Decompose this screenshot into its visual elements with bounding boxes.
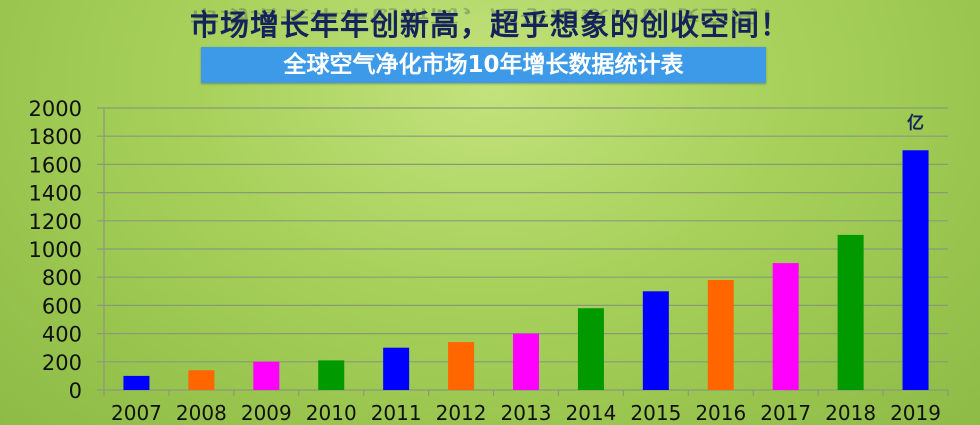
bar-2007 bbox=[123, 375, 150, 390]
x-tick-label: 2012 bbox=[436, 401, 487, 425]
x-tick-label: 2011 bbox=[371, 401, 422, 425]
bar-2018 bbox=[837, 234, 864, 390]
x-tick-label: 2018 bbox=[825, 401, 876, 425]
bar-2017 bbox=[772, 263, 799, 390]
x-tick-label: 2019 bbox=[890, 401, 941, 425]
bar-2008 bbox=[188, 370, 215, 390]
y-tick-label: 600 bbox=[42, 294, 82, 318]
bar-2015 bbox=[642, 291, 669, 390]
bar-2012 bbox=[448, 342, 475, 390]
x-tick-label: 2008 bbox=[176, 401, 227, 425]
x-tick-label: 2017 bbox=[760, 401, 811, 425]
bar-2014 bbox=[577, 308, 604, 390]
y-tick-label: 1600 bbox=[29, 153, 82, 177]
y-tick-label: 800 bbox=[42, 266, 82, 290]
y-tick-label: 1800 bbox=[29, 125, 82, 149]
x-tick-label: 2009 bbox=[241, 401, 292, 425]
y-tick-label: 400 bbox=[42, 323, 82, 347]
bar-2016 bbox=[707, 280, 734, 390]
x-tick-label: 2013 bbox=[501, 401, 552, 425]
chart-title: 全球空气净化市场10年增长数据统计表 bbox=[201, 47, 766, 83]
bar-2019 bbox=[902, 150, 929, 390]
bar-2011 bbox=[383, 347, 410, 390]
bar-2009 bbox=[253, 361, 280, 390]
y-tick-label: 0 bbox=[69, 379, 82, 403]
unit-label: 亿 bbox=[907, 112, 924, 133]
y-tick-label: 200 bbox=[42, 351, 82, 375]
x-tick-label: 2015 bbox=[630, 401, 681, 425]
x-tick-label: 2010 bbox=[306, 401, 357, 425]
y-tick-label: 1400 bbox=[29, 182, 82, 206]
x-tick-label: 2014 bbox=[565, 401, 616, 425]
y-tick-label: 1200 bbox=[29, 210, 82, 234]
headline: 市场增长年年创新高，超乎想象的创收空间！ bbox=[189, 8, 790, 42]
x-tick-label: 2016 bbox=[695, 401, 746, 425]
x-tick-label: 2007 bbox=[111, 401, 162, 425]
y-tick-label: 2000 bbox=[29, 97, 82, 121]
bar-2010 bbox=[318, 360, 345, 390]
bar-2013 bbox=[513, 333, 539, 390]
y-tick-label: 1000 bbox=[29, 238, 82, 262]
